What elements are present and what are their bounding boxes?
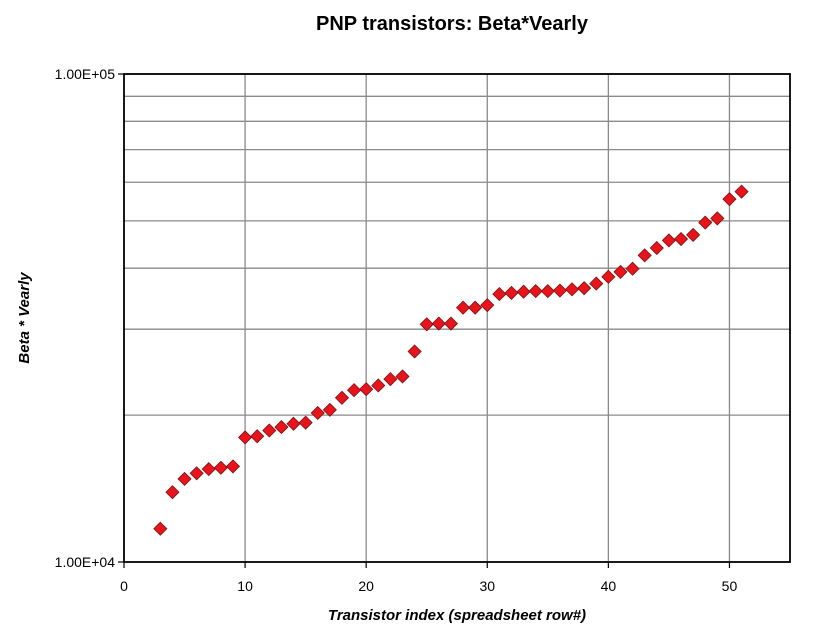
data-point xyxy=(238,430,253,445)
plot-area xyxy=(123,73,791,563)
data-point xyxy=(298,415,313,430)
data-point xyxy=(395,369,410,384)
data-point xyxy=(637,248,652,263)
data-point xyxy=(480,298,495,313)
x-tick-label: 10 xyxy=(237,578,253,594)
grid xyxy=(124,73,790,562)
data-point xyxy=(371,378,386,393)
data-point xyxy=(649,240,664,256)
data-point xyxy=(625,261,640,276)
data-point xyxy=(334,390,350,405)
data-points xyxy=(153,184,749,536)
data-point xyxy=(710,211,725,226)
data-point xyxy=(153,521,168,536)
data-point xyxy=(286,416,301,431)
data-point xyxy=(189,466,204,481)
data-point xyxy=(347,383,362,398)
data-point xyxy=(225,459,241,474)
data-point xyxy=(250,429,265,444)
data-point xyxy=(564,282,580,297)
data-point xyxy=(601,269,616,284)
data-point xyxy=(552,283,567,298)
data-point xyxy=(698,215,713,230)
data-point xyxy=(443,316,459,331)
data-point xyxy=(201,462,216,477)
data-point xyxy=(419,317,434,332)
data-point xyxy=(613,264,628,280)
x-axis-ticks: 0 10 20 30 40 50 xyxy=(120,562,737,594)
data-point xyxy=(577,281,592,296)
x-tick-label: 50 xyxy=(722,578,738,594)
x-tick-label: 20 xyxy=(358,578,374,594)
data-point xyxy=(359,382,374,397)
data-point xyxy=(177,471,192,486)
data-point xyxy=(734,184,749,199)
data-point xyxy=(165,485,180,500)
data-point xyxy=(455,300,471,315)
data-point xyxy=(407,344,422,359)
chart-title: PNP transistors: Beta*Vearly xyxy=(316,13,589,35)
data-point xyxy=(504,285,519,300)
data-point xyxy=(722,192,737,207)
data-point xyxy=(516,284,531,299)
data-point xyxy=(661,233,676,248)
x-tick-label: 30 xyxy=(479,578,495,594)
y-tick-label: 1.00E+05 xyxy=(55,66,116,82)
data-point xyxy=(686,227,701,242)
x-tick-label: 0 xyxy=(120,578,128,594)
data-point xyxy=(468,300,483,315)
y-tick-label: 1.00E+04 xyxy=(55,554,116,570)
data-point xyxy=(274,420,289,435)
data-point xyxy=(383,372,398,387)
x-tick-label: 40 xyxy=(601,578,617,594)
data-point xyxy=(492,287,507,302)
data-point xyxy=(540,284,555,299)
data-point xyxy=(528,284,543,299)
data-point xyxy=(322,402,337,417)
data-point xyxy=(262,423,277,438)
x-axis-title: Transistor index (spreadsheet row#) xyxy=(328,607,586,624)
data-point xyxy=(213,460,228,475)
y-axis-title: Beta * Vearly xyxy=(16,272,33,364)
y-axis-ticks: 1.00E+04 1.00E+05 xyxy=(55,66,124,570)
data-point xyxy=(310,405,325,421)
data-point xyxy=(431,316,446,331)
data-point xyxy=(589,276,604,291)
data-point xyxy=(673,231,689,247)
